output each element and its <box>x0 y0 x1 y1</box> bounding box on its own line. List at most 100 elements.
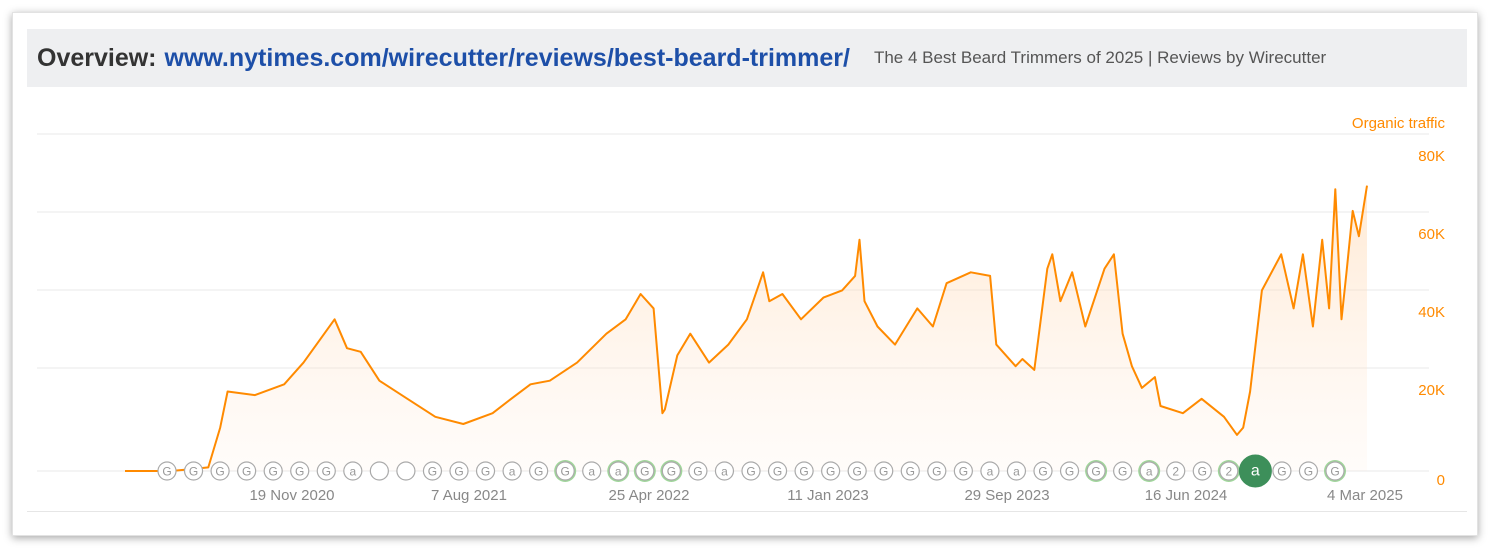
x-tick-label: 29 Sep 2023 <box>964 487 1049 503</box>
marker-label: G <box>162 465 171 479</box>
x-tick-label: 19 Nov 2020 <box>249 487 334 503</box>
google-update-marker[interactable]: G <box>475 461 496 481</box>
marker-label: G <box>853 465 862 479</box>
marker-circle <box>741 461 761 481</box>
x-tick-label: 25 Apr 2022 <box>609 487 690 503</box>
marker-label: a <box>1146 465 1153 479</box>
marker-label: a <box>987 465 994 479</box>
marker-circle <box>1059 461 1080 481</box>
marker-circle <box>767 461 788 481</box>
google-update-marker[interactable] <box>396 461 416 481</box>
annotation-marker[interactable]: a <box>1238 454 1272 488</box>
marker-label: G <box>1277 465 1286 479</box>
annotation-marker[interactable]: a <box>1138 460 1161 482</box>
google-update-marker[interactable]: G <box>1059 461 1080 481</box>
marker-circle <box>343 461 363 481</box>
google-update-marker[interactable]: G <box>1033 461 1053 481</box>
google-update-marker[interactable]: G <box>767 461 788 481</box>
marker-circle <box>157 461 177 481</box>
google-update-marker[interactable] <box>369 461 389 481</box>
google-update-marker[interactable]: G <box>874 461 894 481</box>
marker-circle <box>1325 461 1345 481</box>
google-update-marker[interactable]: G <box>183 461 204 481</box>
google-update-marker[interactable]: G <box>660 460 683 482</box>
y-tick-label: 0 <box>1437 472 1445 489</box>
marker-label: G <box>799 465 808 479</box>
marker-circle <box>980 461 1000 481</box>
google-update-marker[interactable]: G <box>1324 460 1346 482</box>
marker-label: G <box>215 465 224 479</box>
annotation-marker[interactable]: a <box>582 461 602 481</box>
marker-label: G <box>534 465 543 479</box>
marker-circle <box>316 461 336 481</box>
marker-circle <box>210 461 230 481</box>
google-update-marker[interactable]: G <box>847 461 867 481</box>
marker-circle <box>847 461 867 481</box>
x-tick-label: 16 Jun 2024 <box>1145 487 1228 503</box>
marker-circle <box>874 461 894 481</box>
marker-label: G <box>269 465 278 479</box>
google-update-marker[interactable]: G <box>1298 461 1319 481</box>
google-update-marker[interactable]: G <box>953 461 973 481</box>
marker-label: G <box>1091 465 1100 479</box>
marker-circle <box>608 461 628 481</box>
google-update-marker[interactable]: G <box>263 461 283 481</box>
marker-label: a <box>349 465 356 479</box>
overview-card: Overview: www.nytimes.com/wirecutter/rev… <box>12 12 1478 536</box>
google-update-marker[interactable]: G <box>1113 461 1133 481</box>
google-update-marker[interactable]: G <box>157 461 177 481</box>
marker-label: G <box>773 465 782 479</box>
annotation-marker[interactable]: a <box>714 461 735 481</box>
marker-circle <box>263 461 283 481</box>
annotation-marker[interactable]: a <box>502 461 522 481</box>
google-update-marker[interactable]: G <box>210 461 230 481</box>
marker-label: G <box>826 465 835 479</box>
google-update-marker[interactable]: G <box>794 461 814 481</box>
google-update-marker[interactable]: 2 <box>1217 460 1240 482</box>
marker-circle <box>237 461 257 481</box>
page-url-link[interactable]: www.nytimes.com/wirecutter/reviews/best-… <box>164 43 850 72</box>
x-tick-label: 4 Mar 2025 <box>1327 487 1403 503</box>
series-label: Organic traffic <box>1352 115 1446 132</box>
traffic-area <box>125 185 1367 471</box>
google-update-marker[interactable]: G <box>633 460 656 482</box>
marker-label: G <box>693 465 702 479</box>
google-update-marker[interactable]: G <box>1272 461 1292 481</box>
annotation-marker[interactable]: a <box>1006 461 1027 481</box>
marker-label: G <box>667 465 676 479</box>
google-update-marker[interactable]: G <box>290 461 310 481</box>
google-update-marker[interactable]: G <box>529 461 549 481</box>
google-update-marker[interactable]: G <box>316 461 336 481</box>
marker-label: G <box>746 465 755 479</box>
marker-circle <box>1192 461 1212 481</box>
x-tick-label: 7 Aug 2021 <box>431 487 507 503</box>
google-update-marker[interactable]: G <box>927 461 947 481</box>
marker-circle <box>1238 454 1272 488</box>
marker-label: a <box>509 465 516 479</box>
google-update-marker[interactable]: G <box>900 461 920 481</box>
marker-circle <box>1219 461 1239 481</box>
google-update-marker[interactable]: G <box>821 461 841 481</box>
marker-label: G <box>906 465 915 479</box>
marker-circle <box>422 461 443 481</box>
bottom-divider <box>27 511 1467 512</box>
annotation-marker[interactable]: a <box>343 461 363 481</box>
marker-circle <box>502 461 522 481</box>
google-update-marker[interactable]: 2 <box>1166 461 1186 481</box>
google-update-marker[interactable]: G <box>1085 460 1108 482</box>
marker-label: G <box>1065 465 1074 479</box>
annotation-marker[interactable]: a <box>980 461 1000 481</box>
marker-label: G <box>454 465 463 479</box>
google-update-marker[interactable]: G <box>237 461 257 481</box>
marker-circle <box>794 461 814 481</box>
google-update-marker[interactable]: G <box>741 461 761 481</box>
google-update-marker[interactable]: G <box>554 460 577 482</box>
marker-label: G <box>1118 465 1127 479</box>
google-update-marker[interactable]: G <box>688 461 708 481</box>
google-update-marker[interactable]: G <box>449 461 469 481</box>
google-update-marker[interactable]: G <box>422 461 443 481</box>
annotation-marker[interactable]: a <box>607 460 630 482</box>
google-update-marker[interactable]: G <box>1192 461 1212 481</box>
